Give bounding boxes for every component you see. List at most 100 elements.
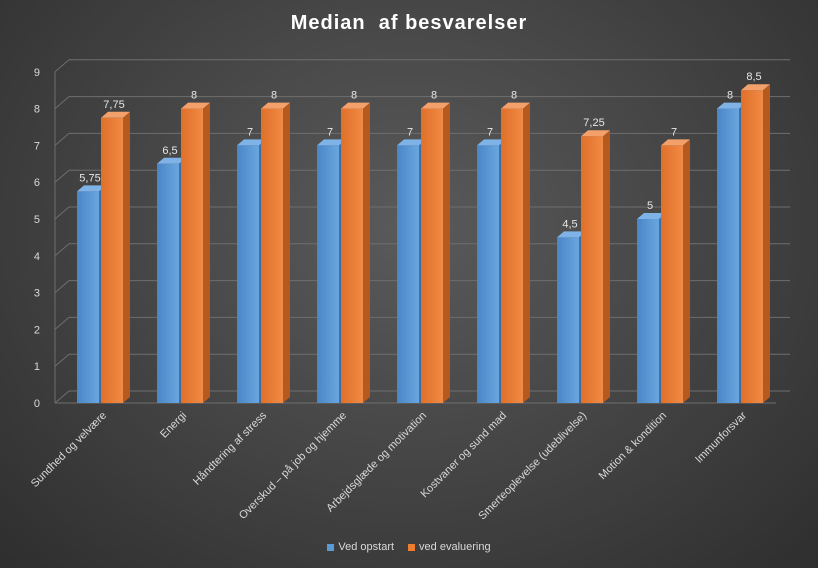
legend-label-series-1: Ved opstart [338, 541, 395, 553]
bar-top [237, 139, 266, 146]
bar-top [77, 185, 106, 192]
chart-legend: Ved opstart ved evaluering [0, 541, 818, 553]
y-tick-label: 6 [34, 177, 40, 189]
bar-top [741, 84, 770, 91]
data-label: 7 [247, 126, 253, 138]
bar-side [603, 130, 610, 403]
y-tick-label: 0 [34, 398, 40, 410]
bars [77, 84, 770, 404]
bar-top [261, 102, 290, 109]
y-tick-label: 7 [34, 140, 40, 152]
gridline-depth [54, 317, 70, 330]
bar-evaluering [101, 111, 130, 404]
bar-top [341, 102, 370, 109]
data-labels: 5,75 7,75 6,5 8 7 8 7 8 7 8 7 8 4,5 7,25 5 7 8 8,5 [79, 71, 761, 230]
gridline-depth [54, 280, 70, 293]
bar-side [683, 139, 690, 403]
x-tick-label: Kostvaner og sund mad [418, 410, 509, 501]
bar-front [637, 219, 659, 403]
bar-top [181, 102, 210, 109]
bar-evaluering [421, 102, 450, 403]
bar-side [763, 84, 770, 403]
gridline-depth [54, 59, 70, 73]
data-label: 7 [407, 126, 413, 138]
bar-evaluering [181, 102, 210, 403]
y-tick-label: 9 [34, 67, 40, 79]
bar-front [557, 237, 579, 403]
bar-evaluering [741, 84, 770, 403]
legend-swatch-series-2 [408, 543, 416, 551]
bar-top [501, 102, 530, 109]
bar-evaluering [341, 102, 370, 403]
legend-entry-series-1: Ved opstart [327, 541, 394, 553]
gridline-depth [54, 353, 70, 367]
bar-top [557, 231, 586, 238]
data-label: 8 [431, 90, 437, 102]
x-tick-label: Immunforsvar [693, 409, 749, 465]
data-label: 7,25 [583, 117, 604, 129]
bar-evaluering [501, 102, 530, 403]
bar-side [523, 102, 530, 403]
legend-entry-series-2: ved evaluering [408, 541, 491, 553]
bar-top [157, 157, 186, 164]
bar-evaluering [581, 130, 610, 403]
legend-swatch-series-1 [327, 543, 335, 551]
data-label: 7 [487, 126, 493, 138]
data-label: 7,75 [103, 99, 124, 111]
bar-front [717, 108, 739, 403]
bar-front [317, 145, 339, 403]
bar-front [501, 108, 523, 403]
y-tick-label: 5 [34, 214, 40, 226]
data-label: 5,75 [79, 172, 100, 184]
y-tick-label: 3 [34, 288, 40, 300]
data-label: 5 [647, 200, 653, 212]
bar-top [637, 213, 666, 219]
data-label: 8,5 [746, 71, 761, 83]
bar-front [261, 108, 283, 403]
x-tick-label: Motion & kondition [597, 410, 669, 482]
bar-side [283, 102, 290, 403]
gridline-depth [54, 96, 70, 109]
bar-front [237, 145, 259, 403]
gridline-depth [54, 133, 70, 146]
bar-front [341, 108, 363, 403]
y-tick-label: 4 [34, 251, 40, 263]
bar-front [661, 145, 683, 403]
data-label: 8 [271, 90, 277, 102]
bar-front [581, 136, 603, 403]
bar-side [123, 111, 130, 404]
data-label: 4,5 [562, 218, 577, 230]
bar-front [157, 163, 179, 403]
y-tick-label: 8 [34, 104, 40, 116]
x-tick-label: Sundhed og velvære [29, 410, 109, 490]
bar-top [421, 102, 450, 109]
bar-front [397, 145, 419, 403]
data-label: 8 [511, 90, 517, 102]
bar-top [397, 139, 426, 146]
x-tick-label: Håndtering af stress [191, 409, 269, 487]
bar-evaluering [661, 139, 690, 403]
data-label: 8 [191, 90, 197, 102]
data-label: 6,5 [162, 145, 177, 157]
bar-top [477, 139, 506, 146]
chart-title: Median af besvarelser [290, 12, 528, 34]
bar-front [77, 191, 99, 403]
bar-evaluering [261, 102, 290, 403]
bar-front [477, 145, 499, 403]
bar-top [317, 139, 346, 146]
bar-side [363, 102, 370, 403]
bar-front [101, 117, 123, 404]
bar-front [181, 108, 203, 403]
gridline-depth [54, 390, 70, 404]
gridline-depth [54, 206, 70, 220]
legend-label-series-2: ved evaluering [419, 541, 491, 553]
x-tick-label: Energi [158, 410, 189, 441]
gridline-depth [54, 243, 70, 257]
y-axis-ticks: 0 1 2 3 4 5 6 7 8 9 [34, 67, 40, 410]
data-label: 8 [727, 90, 733, 102]
x-axis-ticks: Sundhed og velvære Energi Håndtering af st… [29, 409, 749, 522]
bar-side [203, 102, 210, 403]
bar-front [421, 108, 443, 403]
